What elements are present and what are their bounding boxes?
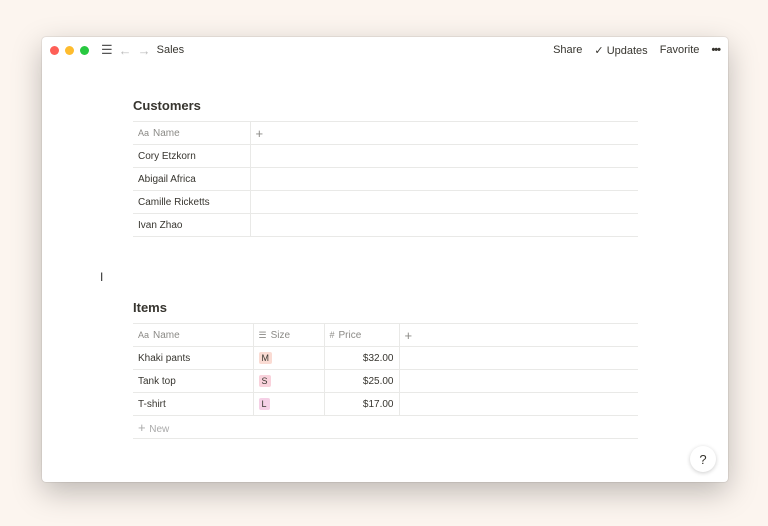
title-bar: ☰ ← → Sales Share ✓ Updates Favorite •••: [42, 37, 728, 63]
name-cell[interactable]: Ivan Zhao: [133, 213, 251, 237]
items-title: Items: [133, 300, 167, 315]
empty-cell[interactable]: [399, 346, 638, 370]
empty-cell[interactable]: [250, 213, 638, 237]
add-column-button[interactable]: +: [250, 121, 638, 145]
page-title: Sales: [156, 44, 185, 56]
new-row-button[interactable]: + New: [133, 415, 638, 439]
table-row[interactable]: T-shirt L $17.00: [133, 392, 638, 416]
name-cell[interactable]: Khaki pants: [133, 346, 254, 370]
size-cell[interactable]: L: [253, 392, 325, 416]
number-property-icon: #: [329, 329, 335, 340]
text-property-icon: Aa: [138, 329, 150, 340]
table-row[interactable]: Khaki pants M $32.00: [133, 346, 638, 370]
empty-cell[interactable]: [250, 190, 638, 214]
share-button[interactable]: Share: [553, 44, 583, 56]
empty-cell[interactable]: [399, 369, 638, 393]
name-cell[interactable]: Camille Ricketts: [133, 190, 251, 214]
price-cell[interactable]: $25.00: [324, 369, 400, 393]
name-cell[interactable]: Abigail Africa: [133, 167, 251, 191]
check-icon: ✓: [594, 44, 607, 57]
add-column-button[interactable]: +: [399, 323, 638, 347]
customers-database: Customers Aa Name + Cory Etzkorn Abigail A…: [133, 98, 638, 237]
size-cell[interactable]: S: [253, 369, 325, 393]
price-column-header[interactable]: # Price: [324, 323, 400, 347]
name-cell[interactable]: T-shirt: [133, 392, 254, 416]
empty-cell[interactable]: [399, 392, 638, 416]
empty-cell[interactable]: [250, 144, 638, 168]
plus-icon: +: [138, 419, 150, 435]
size-cell[interactable]: M: [253, 346, 325, 370]
more-button[interactable]: •••: [711, 44, 721, 56]
size-tag: S: [258, 375, 271, 387]
table-row[interactable]: Camille Ricketts: [133, 190, 638, 214]
price-cell[interactable]: $17.00: [324, 392, 400, 416]
empty-cell[interactable]: [250, 167, 638, 191]
name-column-header[interactable]: Aa Name: [133, 121, 251, 145]
minimize-button[interactable]: [65, 45, 74, 55]
items-database: Items Aa Name ☰ Size # Price + Khaki pants M…: [133, 300, 638, 439]
table-row[interactable]: Ivan Zhao: [133, 213, 638, 237]
favorite-button[interactable]: Favorite: [659, 44, 700, 56]
back-icon[interactable]: ←: [118, 42, 132, 58]
help-button[interactable]: ?: [690, 446, 716, 472]
menu-icon[interactable]: ☰: [101, 42, 113, 57]
table-row[interactable]: Cory Etzkorn: [133, 144, 638, 168]
items-table: Aa Name ☰ Size # Price + Khaki pants M $32.00…: [133, 323, 638, 439]
customers-table: Aa Name + Cory Etzkorn Abigail Africa Cami…: [133, 121, 638, 237]
app-window: ☰ ← → Sales Share ✓ Updates Favorite •••…: [42, 37, 728, 482]
size-tag: L: [258, 398, 270, 410]
price-cell[interactable]: $32.00: [324, 346, 400, 370]
forward-icon[interactable]: →: [137, 42, 151, 58]
name-column-header[interactable]: Aa Name: [133, 323, 254, 347]
size-tag: M: [258, 352, 272, 364]
updates-button[interactable]: ✓ Updates: [594, 44, 648, 57]
name-cell[interactable]: Tank top: [133, 369, 254, 393]
size-column-header[interactable]: ☰ Size: [253, 323, 325, 347]
table-row[interactable]: Tank top S $25.00: [133, 369, 638, 393]
text-cursor-icon: I: [100, 270, 104, 284]
maximize-button[interactable]: [80, 45, 89, 55]
customers-title: Customers: [133, 98, 201, 113]
table-row[interactable]: Abigail Africa: [133, 167, 638, 191]
close-button[interactable]: [50, 45, 59, 55]
list-property-icon: ☰: [258, 329, 267, 340]
text-property-icon: Aa: [138, 127, 150, 138]
name-cell[interactable]: Cory Etzkorn: [133, 144, 251, 168]
